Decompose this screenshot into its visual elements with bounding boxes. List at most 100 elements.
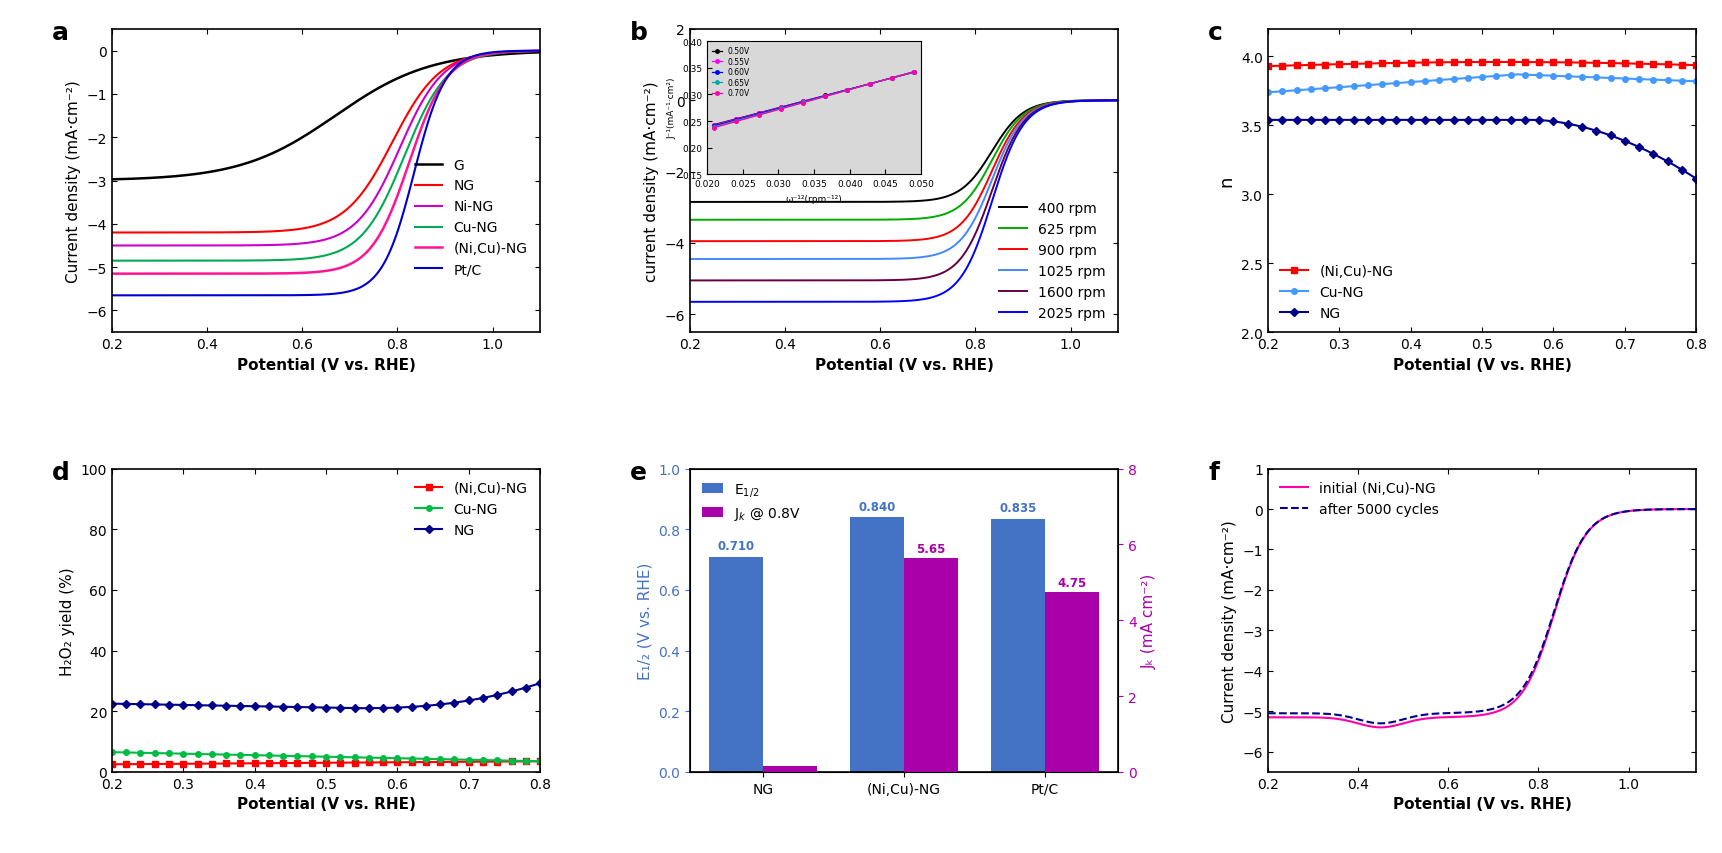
Text: 0.710: 0.710 [718, 539, 754, 553]
Line: G: G [112, 53, 541, 180]
Cu-NG [520, 47, 541, 57]
after 5000 cycles [1464, 707, 1484, 717]
Pt/C [530, 46, 551, 56]
400 rpm [1030, 101, 1050, 111]
Pt/C [308, 290, 329, 300]
NG [201, 700, 222, 711]
G [102, 175, 122, 185]
Ni-NG [305, 237, 325, 247]
NG [102, 228, 122, 238]
(Ni,Cu)-NG [201, 758, 222, 769]
Line: 1025 rpm: 1025 rpm [691, 102, 1118, 259]
1025 rpm [1097, 96, 1118, 107]
1025 rpm [1030, 103, 1050, 113]
Cu-NG [356, 225, 377, 235]
initial (Ni,Cu)-NG [1257, 712, 1278, 722]
G [453, 55, 474, 65]
2025 rpm [680, 298, 701, 308]
(Ni,Cu)-NG [520, 47, 541, 57]
X-axis label: Potential (V vs. RHE): Potential (V vs. RHE) [236, 357, 415, 372]
NG [188, 700, 208, 711]
(Ni,Cu)-NG [1686, 61, 1707, 71]
Line: Pt/C: Pt/C [112, 51, 541, 296]
NG [1629, 142, 1650, 153]
NG [1407, 116, 1428, 126]
Text: e: e [630, 460, 647, 484]
1025 rpm [883, 254, 904, 264]
400 rpm [883, 197, 904, 207]
(Ni,Cu)-NG [1522, 58, 1543, 68]
Y-axis label: Current density (mA·cm⁻²): Current density (mA·cm⁻²) [1223, 519, 1236, 722]
900 rpm [883, 236, 904, 247]
(Ni,Cu)-NG [530, 47, 551, 57]
400 rpm [935, 193, 956, 203]
(Ni,Cu)-NG [453, 59, 474, 69]
900 rpm [680, 237, 701, 247]
2025 rpm [1030, 105, 1050, 115]
initial (Ni,Cu)-NG [1462, 711, 1483, 722]
Legend: 400 rpm, 625 rpm, 900 rpm, 1025 rpm, 1600 rpm, 2025 rpm: 400 rpm, 625 rpm, 900 rpm, 1025 rpm, 160… [994, 196, 1111, 326]
400 rpm [911, 196, 932, 206]
2025 rpm [883, 297, 904, 307]
(Ni,Cu)-NG [308, 267, 329, 277]
625 rpm [935, 210, 956, 220]
1600 rpm [1107, 96, 1128, 107]
Y-axis label: n: n [1217, 176, 1236, 187]
Y-axis label: H₂O₂ yield (%): H₂O₂ yield (%) [60, 566, 76, 675]
initial (Ni,Cu)-NG [1677, 504, 1698, 514]
1600 rpm [911, 274, 932, 284]
(Ni,Cu)-NG [1257, 62, 1278, 73]
Cu-NG [1407, 78, 1428, 88]
900 rpm [1107, 96, 1128, 107]
Ni-NG [356, 206, 377, 217]
400 rpm [1107, 96, 1128, 107]
(Ni,Cu)-NG [358, 757, 379, 768]
1600 rpm [883, 276, 904, 286]
NG [334, 207, 355, 218]
Cu-NG [188, 749, 208, 759]
(Ni,Cu)-NG [530, 757, 551, 767]
1025 rpm [1107, 96, 1128, 107]
NG [480, 692, 501, 702]
625 rpm [1107, 96, 1128, 107]
1600 rpm [885, 276, 906, 286]
Cu-NG [1507, 70, 1527, 80]
625 rpm [885, 215, 906, 225]
after 5000 cycles [1514, 682, 1534, 692]
900 rpm [911, 235, 932, 246]
Legend: G, NG, Ni-NG, Cu-NG, (Ni,Cu)-NG, Pt/C: G, NG, Ni-NG, Cu-NG, (Ni,Cu)-NG, Pt/C [410, 153, 534, 282]
Text: c: c [1209, 20, 1223, 44]
Pt/C [102, 291, 122, 301]
Line: (Ni,Cu)-NG: (Ni,Cu)-NG [108, 758, 542, 767]
(Ni,Cu)-NG [188, 758, 208, 769]
NG [530, 678, 551, 688]
Legend: E$_{1/2}$, J$_k$ @ 0.8V: E$_{1/2}$, J$_k$ @ 0.8V [697, 476, 806, 528]
Line: Cu-NG: Cu-NG [108, 750, 542, 764]
625 rpm [680, 216, 701, 226]
625 rpm [1030, 102, 1050, 112]
2025 rpm [885, 297, 906, 307]
Cu-NG [358, 752, 379, 763]
Bar [992, 519, 1045, 772]
1600 rpm [680, 276, 701, 287]
Cu-NG [308, 252, 329, 263]
Cu-NG [305, 252, 325, 263]
Bar [851, 518, 904, 772]
Pt/C [334, 288, 355, 299]
Cu-NG [472, 755, 492, 765]
NG [365, 703, 386, 713]
400 rpm [680, 198, 701, 208]
900 rpm [935, 230, 956, 241]
Cu-NG [1686, 77, 1707, 87]
initial (Ni,Cu)-NG [1610, 508, 1631, 518]
Cu-NG [1257, 88, 1278, 98]
X-axis label: Potential (V vs. RHE): Potential (V vs. RHE) [1393, 797, 1572, 811]
NG [251, 701, 272, 711]
Line: 2025 rpm: 2025 rpm [691, 102, 1118, 303]
Line: after 5000 cycles: after 5000 cycles [1267, 509, 1696, 723]
1600 rpm [1030, 104, 1050, 114]
NG [520, 47, 541, 57]
2025 rpm [911, 295, 932, 305]
NG [1343, 116, 1364, 126]
NG [1515, 116, 1536, 126]
